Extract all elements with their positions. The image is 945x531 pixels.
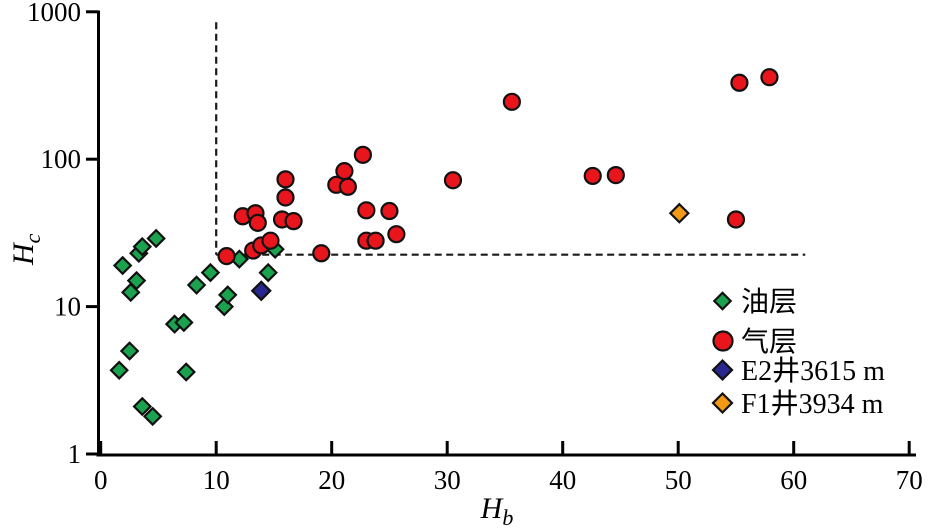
threshold-lines: [215, 22, 806, 256]
oil-layer-point: [186, 275, 207, 295]
series-4: [668, 202, 690, 224]
x-tick-label: 10: [203, 465, 230, 495]
legend-label: F1井3934 m: [741, 388, 884, 420]
gas-layer-point: [583, 166, 602, 186]
y-tick-label: 10: [54, 292, 81, 322]
legend-marker-diamond: [711, 391, 734, 415]
gas-layer-point: [276, 188, 295, 207]
gas-layer-point: [726, 210, 746, 229]
oil-layer-point: [119, 341, 140, 361]
gas-layer-point: [606, 166, 625, 185]
oil-layer-point: [109, 360, 129, 381]
oil-layer-point: [200, 262, 221, 283]
legend-label: 气层: [741, 326, 797, 358]
legend-label: E2井3615 m: [741, 355, 885, 387]
x-tick-label: 0: [94, 465, 108, 495]
gas-layer-point: [261, 231, 280, 250]
oil-layer-point: [176, 362, 196, 382]
oil-layer-point: [142, 406, 163, 427]
oil-layer-point: [132, 396, 153, 417]
oil-layer-point: [146, 228, 166, 249]
gas-layer-point: [730, 73, 749, 92]
y-axis-title: Hc: [7, 233, 45, 266]
gas-layer-point: [353, 145, 372, 164]
gas-layer-point: [443, 171, 463, 190]
gas-layer-point: [217, 247, 236, 266]
x-tick-label: 70: [896, 465, 923, 495]
legend-item-1: 油层: [712, 286, 797, 318]
gas-layer-point: [760, 68, 779, 87]
x-tick-label: 60: [780, 465, 807, 495]
legend-marker-diamond: [711, 358, 734, 382]
series-2: [217, 68, 779, 266]
x-tick-label: 30: [434, 465, 461, 495]
x-tick-label: 50: [665, 465, 692, 495]
legend-label: 油层: [741, 286, 797, 318]
legend-item-4: F1井3934 m: [711, 388, 884, 420]
oil-layer-point: [126, 270, 147, 291]
oil-layer-point: [217, 285, 238, 305]
oil-layer-point: [112, 255, 133, 276]
x-tick-label: 40: [549, 465, 576, 495]
gas-layer-point: [357, 201, 376, 220]
x-axis-title: Hb: [480, 492, 514, 530]
f1-well-point: [668, 202, 690, 224]
axes: 0 10 20 30 40 50 60 70 1 10 100 1000 Hb Hc: [7, 0, 923, 530]
gas-layer-point: [312, 244, 331, 263]
gas-layer-point: [380, 201, 399, 221]
oil-layer-point: [132, 236, 153, 257]
gas-layer-point: [248, 213, 267, 232]
y-tick-label: 100: [41, 144, 82, 174]
gas-layer-point: [387, 225, 406, 244]
gas-layer-point: [338, 177, 357, 196]
legend-item-2: 气层: [712, 326, 797, 358]
gas-layer-point: [502, 92, 521, 111]
series-3: [250, 280, 272, 302]
x-tick-label: 20: [318, 465, 345, 495]
e2-well-point: [250, 280, 272, 302]
gas-layer-point: [276, 170, 295, 189]
legend-marker-circle: [712, 330, 734, 352]
legend-item-3: E2井3615 m: [711, 355, 885, 387]
oil-layer-point: [258, 262, 278, 283]
oil-layer-point: [174, 312, 194, 333]
series-1: [109, 228, 285, 427]
gas-layer-point: [366, 231, 385, 250]
gas-layer-point: [284, 212, 303, 231]
legend-marker-diamond: [712, 291, 733, 311]
y-tick-label: 1000: [27, 0, 81, 27]
y-tick-label: 1: [68, 439, 82, 469]
